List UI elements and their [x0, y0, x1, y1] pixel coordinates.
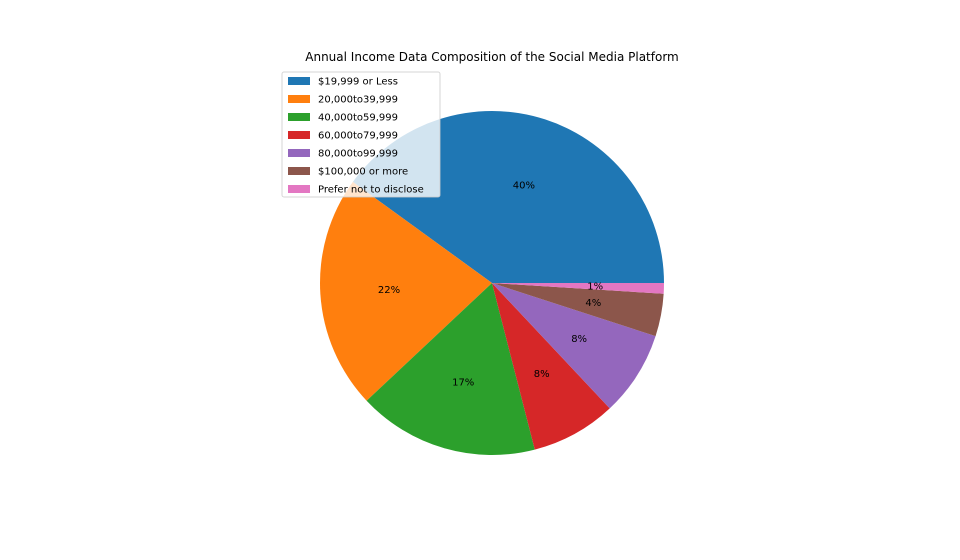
legend-label: 80,000to99,999: [318, 149, 398, 160]
pie-slice: [492, 283, 664, 294]
slice-percent-label: 17%: [452, 378, 474, 389]
pie-slice: [320, 181, 492, 401]
legend-swatch: [288, 113, 310, 121]
legend-swatch: [288, 131, 310, 139]
legend-label: Prefer not to disclose: [318, 185, 424, 196]
legend-swatch: [288, 167, 310, 175]
pie-slice: [492, 283, 664, 337]
legend-label: 60,000to79,999: [318, 131, 398, 142]
pie-slice: [366, 283, 535, 456]
slice-percent-label: 22%: [378, 285, 400, 296]
chart-title: Annual Income Data Composition of the So…: [305, 50, 678, 64]
legend: $19,999 or Less 20,000to39,999 40,000to59,…: [281, 71, 441, 198]
slice-percent-label: 40%: [513, 180, 535, 191]
legend-label: $100,000 or more: [318, 167, 408, 178]
legend-swatch: [288, 149, 310, 157]
legend-label: $19,999 or Less: [318, 77, 398, 88]
legend-frame: [281, 71, 441, 198]
legend-swatch: [288, 185, 310, 193]
slice-percent-label: 8%: [534, 369, 550, 380]
legend-label: 40,000to59,999: [318, 113, 398, 124]
pie-slice: [492, 283, 656, 409]
legend-swatch: [288, 77, 310, 85]
slice-percent-label: 4%: [585, 298, 601, 309]
slice-percent-label: 1%: [587, 282, 603, 293]
pie-slice: [492, 283, 610, 450]
percent-labels: 40% 22% 17% 8% 8% 4% 1%: [378, 180, 603, 388]
slice-percent-label: 8%: [571, 334, 587, 345]
legend-swatch: [288, 95, 310, 103]
legend-label: 20,000to39,999: [318, 95, 398, 106]
